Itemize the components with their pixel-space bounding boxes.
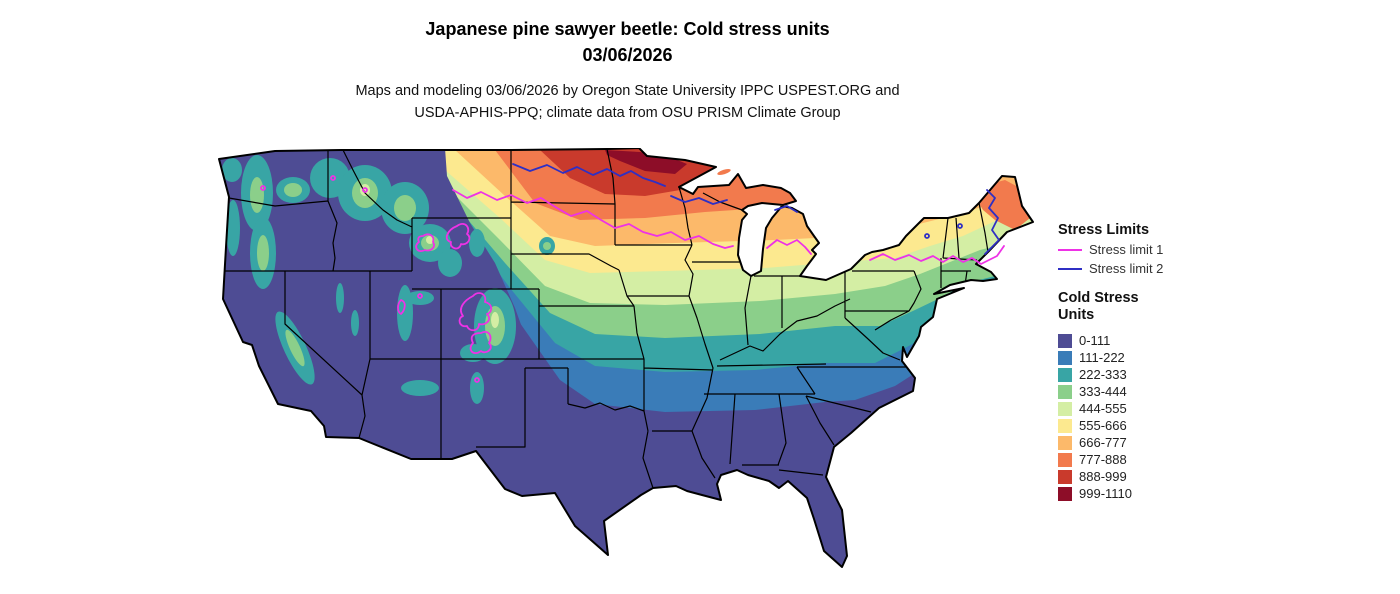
- legend-class-label: 0-111: [1079, 333, 1111, 348]
- map-figure: [215, 147, 1035, 588]
- caption-block: Maps and modeling 03/06/2026 by Oregon S…: [0, 80, 1255, 124]
- legend-class-label: 777-888: [1079, 452, 1127, 467]
- legend-class-label: 444-555: [1079, 401, 1127, 416]
- state-borders: [223, 148, 989, 489]
- stress-limits-heading: Stress Limits: [1058, 222, 1150, 238]
- legend-item-stress-limit-1: Stress limit 1: [1058, 241, 1208, 258]
- legend: Stress Limits Stress limit 1 Stress limi…: [1058, 222, 1208, 502]
- title-block: Japanese pine sawyer beetle: Cold stress…: [0, 16, 1255, 68]
- legend-class-row: 888-999: [1058, 468, 1208, 485]
- legend-swatch: [1058, 486, 1072, 501]
- caption-line-2: USDA-APHIS-PPQ; climate data from OSU PR…: [414, 105, 841, 121]
- legend-swatch: [1058, 418, 1072, 433]
- legend-class-row: 999-1110: [1058, 485, 1208, 502]
- legend-swatch: [1058, 469, 1072, 484]
- legend-class-label: 555-666: [1079, 418, 1127, 433]
- isle-royale: [717, 168, 731, 176]
- legend-item-stress-limit-2: Stress limit 2: [1058, 260, 1208, 277]
- legend-class-row: 777-888: [1058, 451, 1208, 468]
- legend-class-label: 999-1110: [1079, 486, 1133, 501]
- legend-class-row: 111-222: [1058, 349, 1208, 366]
- page-title-date: 03/06/2026: [582, 45, 673, 65]
- legend-swatch: [1058, 452, 1072, 467]
- legend-class-row: 555-666: [1058, 417, 1208, 434]
- cold-stress-raster: [219, 148, 1033, 567]
- page-title: Japanese pine sawyer beetle: Cold stress…: [425, 19, 830, 39]
- legend-swatch: [1058, 333, 1072, 348]
- legend-swatch: [1058, 350, 1072, 365]
- legend-class-label: 333-444: [1079, 384, 1127, 399]
- legend-swatch: [1058, 384, 1072, 399]
- stress-limit-2-line-sample: [1058, 267, 1082, 270]
- legend-swatch: [1058, 435, 1072, 450]
- stress-limit-1-line-sample: [1058, 248, 1082, 251]
- legend-class-row: 222-333: [1058, 366, 1208, 383]
- stress-limit-2-line: [512, 163, 1000, 255]
- legend-class-label: 666-777: [1079, 435, 1127, 450]
- stress-limit-2-label: Stress limit 2: [1089, 261, 1164, 276]
- legend-class-row: 0-111: [1058, 332, 1208, 349]
- legend-swatch: [1058, 401, 1072, 416]
- legend-class-row: 666-777: [1058, 434, 1208, 451]
- stress-limit-1-line: [260, 175, 1005, 383]
- band-999-1110: [605, 150, 687, 174]
- legend-class-row: 333-444: [1058, 383, 1208, 400]
- cold-stress-units-heading: Cold Stress Units: [1058, 290, 1139, 323]
- stress-limit-1-label: Stress limit 1: [1089, 242, 1164, 257]
- legend-class-label: 111-222: [1079, 350, 1125, 365]
- legend-class-label: 888-999: [1079, 469, 1127, 484]
- legend-swatch: [1058, 367, 1072, 382]
- caption-line-1: Maps and modeling 03/06/2026 by Oregon S…: [355, 83, 900, 99]
- legend-class-label: 222-333: [1079, 367, 1127, 382]
- us-cold-stress-map: [218, 147, 1034, 568]
- legend-class-row: 444-555: [1058, 400, 1208, 417]
